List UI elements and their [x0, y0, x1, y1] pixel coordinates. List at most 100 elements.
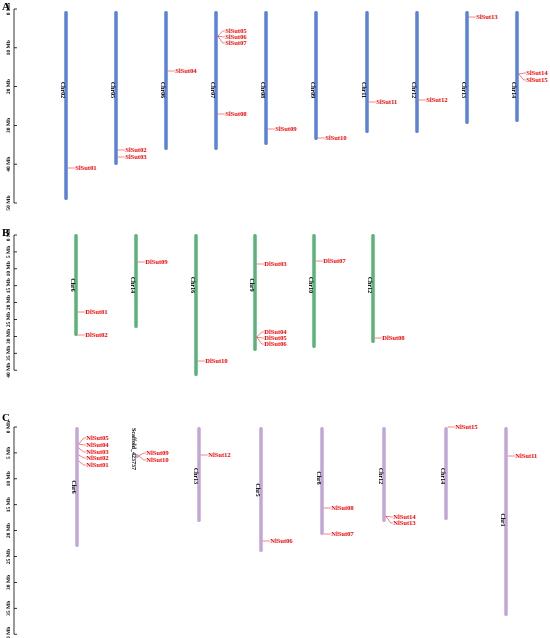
gene-label: SlSut09 — [275, 126, 297, 133]
axis-tick-label: 40 Mb — [6, 363, 12, 378]
chromosome-bar — [365, 11, 369, 133]
chromosome-bar — [135, 454, 139, 458]
chromosome-chr06: Chr06 SlSut04 — [159, 11, 197, 150]
axis-tick-label: 0 Mb — [6, 421, 12, 433]
gene-leader-line — [217, 35, 225, 44]
chromosome-bar — [312, 234, 316, 348]
gene-label: DlSut03 — [264, 261, 287, 268]
chromosome-label: Chr06 — [159, 82, 165, 98]
chromosome-chr8: Chr8 NlSut08 NlSut07 — [315, 427, 354, 538]
gene-leader-line — [385, 515, 393, 518]
chromosome-chr10: Chr10 DlSut07 — [307, 234, 346, 348]
chromosome-bar — [259, 427, 263, 552]
gene-label: NlSut12 — [208, 452, 230, 459]
chromosome-chr14: Chr14 NlSut15 — [439, 424, 478, 520]
chromosome-bar — [415, 11, 419, 133]
gene-label: NlSut05 — [86, 435, 109, 442]
gene-leader-line — [518, 73, 526, 81]
chromosome-bar — [64, 11, 68, 200]
gene-label: SlSut15 — [526, 77, 548, 84]
chromosome-bar — [164, 11, 168, 150]
gene-label: SlSut11 — [376, 99, 397, 106]
chromosome-label: Chr10 — [307, 277, 313, 293]
gene-label: DlSut09 — [145, 259, 168, 266]
chromosome-label: Chr11 — [360, 82, 366, 98]
chromosome-bar — [444, 427, 448, 520]
chromosome-label: Chr07 — [209, 82, 215, 98]
chromosome-chr16: Chr16 DlSut10 — [189, 234, 228, 376]
chromosome-label: Chr12 — [377, 468, 383, 484]
gene-leader-line — [256, 331, 264, 338]
gene-leader-line — [78, 447, 86, 453]
gene-leader-line — [78, 454, 86, 459]
gene-label: DlSut02 — [85, 332, 107, 339]
chromosome-label: Chr09 — [309, 82, 315, 98]
axis-tick-label: 10 Mb — [6, 471, 12, 486]
chromosome-label: Chr16 — [189, 277, 195, 293]
chromosome-label: Chr12 — [366, 277, 372, 293]
gene-label: SlSut07 — [225, 40, 247, 47]
axis-tick-label: 0 Mb — [6, 3, 12, 15]
gene-leader-line — [138, 455, 146, 461]
chromosome-label: Chr14 — [439, 468, 445, 484]
axis-tick-label: 35 Mb — [6, 346, 12, 361]
chromosome-chr5: Chr5 NlSut06 — [254, 427, 293, 552]
axis-tick-label: 50 Mb — [6, 195, 12, 210]
gene-leader-line — [78, 443, 86, 446]
chromosome-bar — [465, 11, 469, 124]
axis-tick-label: 25 Mb — [6, 549, 12, 564]
gene-leader-line — [138, 452, 146, 457]
chromosome-bar — [320, 427, 324, 535]
chromosome-bar — [214, 11, 218, 150]
gene-label: SlSut10 — [325, 135, 346, 142]
gene-label: SlSut05 — [225, 28, 247, 35]
gene-label: DlSut07 — [323, 258, 346, 265]
gene-label: NlSut07 — [331, 531, 354, 538]
gene-label: NlSut11 — [515, 453, 537, 460]
axis-tick-label: 10 Mb — [6, 261, 12, 276]
axis-tick-label: 15 Mb — [6, 497, 12, 512]
panel-b: B0 Mb 5 Mb 10 Mb 15 Mb 20 Mb 25 Mb 30 Mb 35 Mb 4… — [2, 227, 405, 378]
gene-label: SlSut12 — [426, 97, 447, 104]
gene-label: DlSut06 — [264, 341, 287, 348]
chromosome-bar — [515, 11, 519, 122]
axis-tick-label: 25 Mb — [6, 312, 12, 327]
chromosome-chr09: Chr09 SlSut10 — [309, 11, 347, 142]
axis-tick-label: 30 Mb — [6, 118, 12, 133]
panel-label: C — [2, 412, 10, 424]
chromosome-bar — [504, 427, 508, 616]
chromosome-label: Chr13 — [460, 82, 466, 98]
chromosome-label: Chr08 — [259, 82, 265, 98]
chromosome-bar — [314, 11, 318, 140]
chromosome-bar — [197, 427, 201, 522]
axis-tick-label: 30 Mb — [6, 329, 12, 344]
chromosome-bar — [194, 234, 198, 376]
gene-leader-line — [217, 30, 225, 37]
chromosome-label: Chr12 — [410, 82, 416, 98]
chromosome-label: Chr14 — [510, 82, 516, 98]
axis-tick-label: 5 Mb — [6, 246, 12, 258]
chromosome-label: Chr6 — [70, 480, 76, 493]
gene-label: NlSut03 — [86, 449, 109, 456]
chromosome-chr12: Chr12 SlSut12 — [410, 11, 448, 133]
gene-label: SlSut03 — [125, 154, 147, 161]
gene-leader-line — [385, 515, 393, 524]
gene-leader-line — [256, 336, 264, 345]
chromosome-chr6: Chr6 DlSut01 DlSut02 — [69, 234, 108, 339]
chromosome-bar — [371, 234, 375, 343]
chromosome-bar — [74, 234, 78, 336]
chromosome-label: Chr13 — [192, 468, 198, 484]
gene-label: DlSut01 — [85, 309, 107, 316]
gene-label: NlSut02 — [86, 455, 108, 462]
chromosome-chr13: Chr13 SlSut13 — [460, 11, 498, 124]
gene-label: NlSut08 — [331, 505, 354, 512]
axis-tick-label: 40 Mb — [6, 157, 12, 172]
gene-label: SlSut14 — [526, 70, 548, 77]
gene-label: NlSut10 — [146, 457, 168, 464]
gene-label: SlSut04 — [175, 68, 197, 75]
